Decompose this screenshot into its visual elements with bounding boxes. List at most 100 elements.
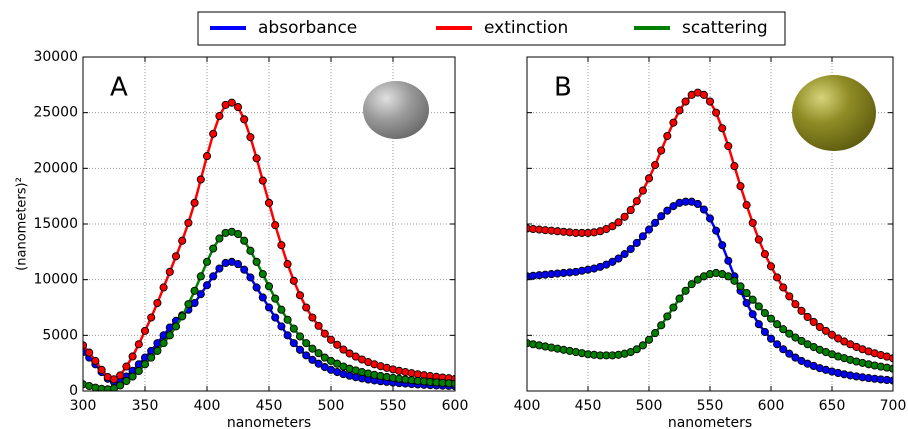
- marker: [159, 283, 168, 292]
- marker: [773, 320, 782, 329]
- marker: [815, 322, 824, 332]
- marker: [252, 154, 261, 163]
- marker: [134, 366, 143, 376]
- marker: [632, 197, 641, 206]
- marker: [681, 97, 690, 106]
- plot-area: [527, 88, 893, 385]
- marker: [657, 321, 666, 330]
- marker: [669, 202, 678, 211]
- marker: [766, 334, 776, 343]
- y-tick-label: 25000: [33, 105, 78, 121]
- marker: [171, 322, 181, 331]
- marker: [779, 283, 788, 292]
- y-tick-label: 10000: [33, 272, 78, 288]
- x-tick-label: 700: [880, 398, 907, 414]
- marker: [760, 327, 769, 337]
- marker: [718, 124, 727, 133]
- marker: [153, 298, 162, 308]
- marker: [240, 115, 249, 124]
- y-tick-label: 30000: [33, 49, 78, 65]
- marker: [283, 260, 292, 269]
- plot-frame: [526, 56, 894, 392]
- marker: [308, 344, 317, 353]
- marker: [748, 310, 757, 319]
- marker: [699, 205, 708, 214]
- marker: [240, 236, 249, 245]
- marker: [779, 325, 788, 334]
- marker: [663, 206, 672, 215]
- marker: [766, 314, 776, 323]
- marker: [295, 291, 305, 300]
- legend-label: absorbance: [258, 18, 357, 38]
- marker: [663, 131, 672, 141]
- y-tick-label: 5000: [42, 327, 78, 343]
- y-axis-label: (nanometers)²: [15, 177, 30, 271]
- marker: [246, 133, 255, 142]
- marker: [233, 229, 243, 239]
- marker: [705, 214, 715, 223]
- marker: [258, 176, 267, 185]
- marker: [669, 118, 678, 127]
- marker: [264, 282, 274, 291]
- marker: [308, 355, 317, 364]
- marker: [345, 349, 354, 358]
- marker: [626, 206, 635, 215]
- marker: [657, 212, 666, 221]
- marker: [632, 238, 641, 247]
- marker: [888, 364, 893, 373]
- marker: [712, 226, 721, 235]
- marker: [109, 375, 119, 384]
- marker: [320, 329, 329, 338]
- marker: [202, 281, 212, 290]
- marker: [785, 292, 794, 301]
- marker: [821, 326, 830, 335]
- plot-area: [83, 98, 455, 391]
- marker: [724, 256, 733, 265]
- marker: [730, 162, 739, 171]
- marker: [638, 232, 647, 241]
- marker: [614, 254, 623, 263]
- y-tick-label: 15000: [33, 216, 78, 232]
- y-tick-label: 20000: [33, 160, 78, 176]
- marker: [754, 320, 763, 329]
- marker: [773, 340, 782, 349]
- marker: [215, 111, 224, 121]
- marker: [264, 198, 274, 207]
- y-tick-label: 0: [69, 383, 78, 399]
- marker: [687, 280, 696, 289]
- marker: [153, 346, 162, 355]
- marker: [128, 372, 137, 381]
- x-tick-label: 550: [380, 398, 407, 414]
- marker: [614, 218, 623, 227]
- marker: [632, 345, 641, 354]
- legend: absorbance extinction scattering: [197, 11, 786, 46]
- marker: [736, 282, 745, 291]
- marker: [638, 341, 647, 350]
- marker: [140, 360, 150, 369]
- marker: [314, 359, 323, 368]
- marker: [271, 313, 280, 322]
- marker: [159, 339, 168, 348]
- panel-label: A: [110, 73, 128, 103]
- marker: [165, 267, 174, 276]
- marker: [651, 160, 660, 170]
- marker: [277, 322, 286, 331]
- marker: [295, 332, 305, 341]
- marker: [742, 298, 751, 308]
- marker: [202, 257, 212, 266]
- marker: [196, 290, 205, 299]
- marker: [803, 312, 812, 322]
- marker: [675, 106, 684, 115]
- marker: [209, 129, 218, 138]
- marker: [754, 235, 763, 244]
- marker: [277, 241, 286, 250]
- marker: [196, 175, 205, 184]
- marker: [215, 234, 224, 243]
- x-tick-label: 400: [514, 398, 541, 414]
- x-tick-label: 500: [636, 398, 663, 414]
- marker: [246, 273, 255, 282]
- marker: [730, 276, 739, 285]
- marker: [246, 246, 255, 255]
- marker: [147, 313, 156, 322]
